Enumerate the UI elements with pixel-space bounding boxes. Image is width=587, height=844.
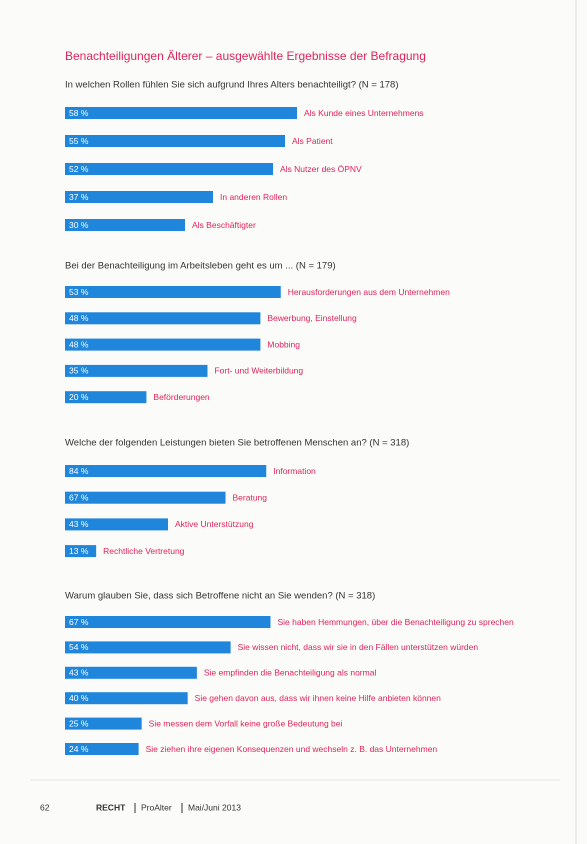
category-label: In anderen Rollen <box>220 192 287 202</box>
bar <box>65 641 231 654</box>
category-label: Als Nutzer des ÖPNV <box>280 164 362 174</box>
bar <box>65 391 147 404</box>
category-label: Als Patient <box>292 136 333 146</box>
category-label: Beratung <box>233 492 268 502</box>
value-label: 67 % <box>69 492 89 502</box>
bar <box>65 312 261 325</box>
chart-question: Warum glauben Sie, dass sich Betroffene … <box>65 591 375 602</box>
value-label: 20 % <box>69 392 89 402</box>
value-label: 43 % <box>69 668 89 678</box>
category-label: Sie gehen davon aus, dass wir ihnen kein… <box>195 693 441 703</box>
page-number: 62 <box>40 802 50 812</box>
page-title: Benachteiligungen Älterer – ausgewählte … <box>65 49 426 63</box>
bar <box>65 286 281 298</box>
value-label: 48 % <box>69 339 89 349</box>
bar <box>65 191 213 203</box>
chart-question: Welche der folgenden Leistungen bieten S… <box>65 438 409 449</box>
footer-issue: Mai/Juni 2013 <box>188 802 241 812</box>
category-label: Fort- und Weiterbildung <box>214 366 303 376</box>
value-label: 30 % <box>69 220 89 230</box>
chart-question: In welchen Rollen fühlen Sie sich aufgru… <box>65 80 399 91</box>
bar <box>65 518 169 531</box>
category-label: Herausforderungen aus dem Unternehmen <box>288 287 450 297</box>
bar <box>65 717 142 730</box>
bar <box>65 219 185 231</box>
bar <box>65 338 261 351</box>
bar <box>65 692 188 705</box>
value-label: 67 % <box>69 617 89 627</box>
category-label: Sie ziehen ihre eigenen Konsequenzen und… <box>146 744 438 754</box>
value-label: 35 % <box>69 366 89 376</box>
bar <box>65 545 97 558</box>
value-label: 40 % <box>69 693 89 703</box>
value-label: 84 % <box>69 466 89 476</box>
category-label: Als Kunde eines Unternehmens <box>304 108 424 118</box>
value-label: 55 % <box>69 136 89 146</box>
bar <box>65 364 208 377</box>
category-label: Sie messen dem Vorfall keine große Bedeu… <box>149 718 343 728</box>
footer-section: RECHT <box>96 802 126 812</box>
category-label: Aktive Unterstützung <box>175 519 254 529</box>
category-label: Sie empfinden die Benachteiligung als no… <box>204 668 377 678</box>
footer-magazine: ProAlter <box>141 802 172 812</box>
chart-question: Bei der Benachteiligung im Arbeitsleben … <box>65 261 336 272</box>
value-label: 52 % <box>69 164 89 174</box>
bar <box>65 163 273 175</box>
category-label: Beförderungen <box>153 392 210 402</box>
bar <box>65 666 197 679</box>
value-label: 37 % <box>69 192 89 202</box>
category-label: Sie wissen nicht, dass wir sie in den Fä… <box>238 642 479 652</box>
bar <box>65 743 139 755</box>
bar <box>65 616 271 628</box>
value-label: 24 % <box>69 744 89 754</box>
value-label: 43 % <box>69 519 89 529</box>
value-label: 58 % <box>69 108 89 118</box>
category-label: Rechtliche Vertretung <box>103 546 185 556</box>
category-label: Sie haben Hemmungen, über die Benachteil… <box>277 617 514 627</box>
bar <box>65 135 285 147</box>
value-label: 48 % <box>69 313 89 323</box>
category-label: Bewerbung, Einstellung <box>267 313 357 323</box>
bar <box>65 491 226 504</box>
bar <box>65 465 267 477</box>
value-label: 25 % <box>69 718 89 728</box>
category-label: Als Beschäftigter <box>192 220 256 230</box>
value-label: 54 % <box>69 642 89 652</box>
value-label: 53 % <box>69 287 89 297</box>
category-label: Mobbing <box>267 339 300 349</box>
category-label: Information <box>273 466 316 476</box>
value-label: 13 % <box>69 546 89 556</box>
bar <box>65 107 297 119</box>
